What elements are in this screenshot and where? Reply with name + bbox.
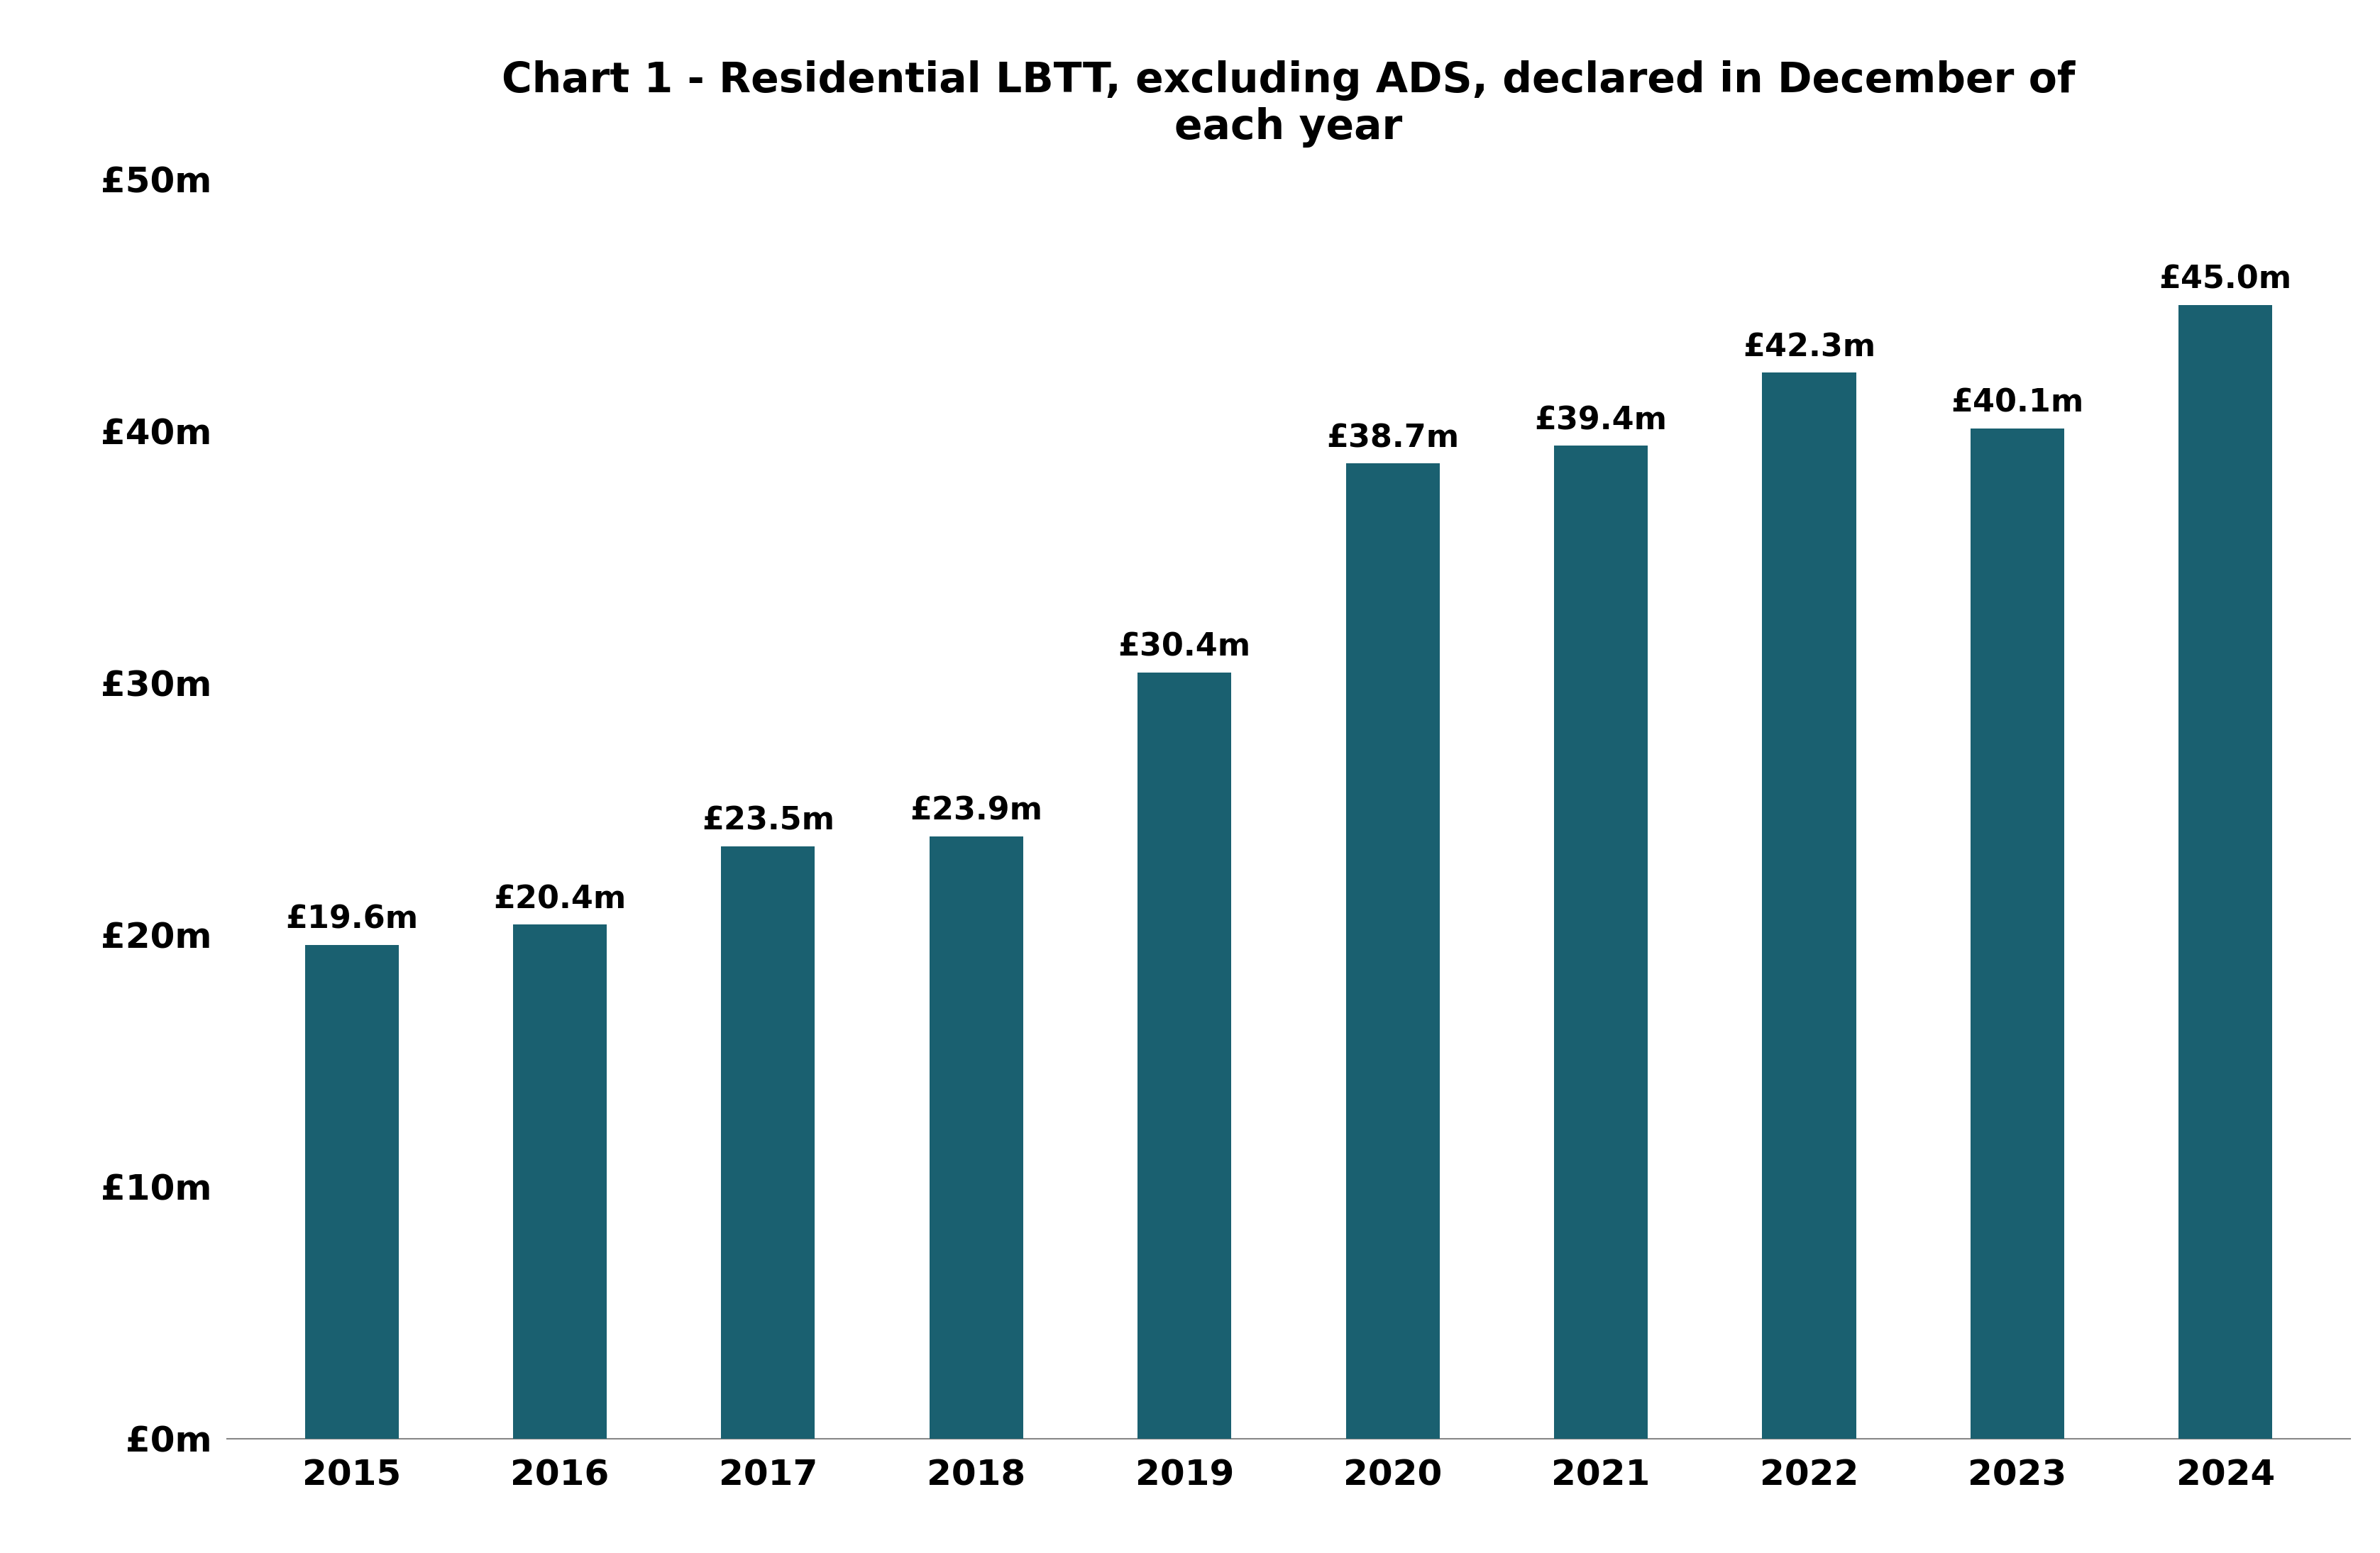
Bar [305, 944, 397, 1438]
Text: £20.4m: £20.4m [493, 884, 626, 915]
Bar [931, 837, 1023, 1438]
Bar [1138, 672, 1230, 1438]
Bar [721, 846, 814, 1438]
Text: £42.3m: £42.3m [1742, 332, 1875, 363]
Bar [1971, 429, 2063, 1438]
Text: £45.0m: £45.0m [2159, 264, 2292, 295]
Text: £19.6m: £19.6m [286, 904, 419, 935]
Text: £23.5m: £23.5m [702, 806, 835, 837]
Text: £39.4m: £39.4m [1535, 405, 1668, 436]
Text: £40.1m: £40.1m [1952, 388, 2085, 418]
Bar [1761, 373, 1856, 1438]
Bar [514, 924, 607, 1438]
Bar [1554, 446, 1647, 1438]
Text: £38.7m: £38.7m [1326, 422, 1459, 453]
Title: Chart 1 - Residential LBTT, excluding ADS, declared in December of
each year: Chart 1 - Residential LBTT, excluding AD… [502, 61, 2075, 148]
Text: £23.9m: £23.9m [909, 795, 1042, 826]
Bar [1345, 463, 1440, 1438]
Bar [2178, 304, 2273, 1438]
Text: £30.4m: £30.4m [1119, 632, 1252, 663]
